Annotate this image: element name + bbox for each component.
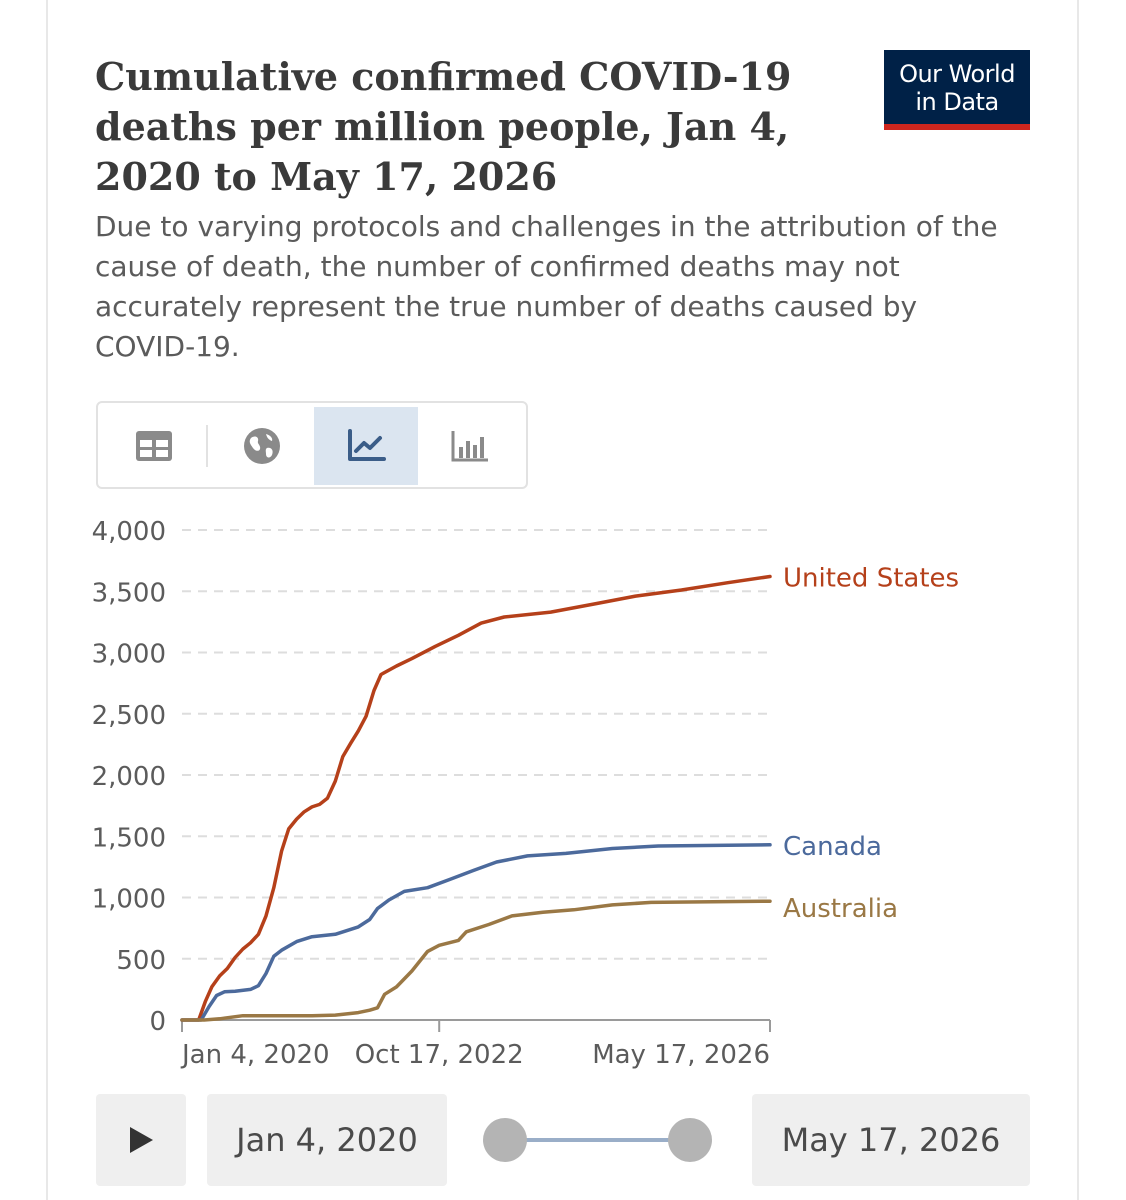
card-border-left bbox=[46, 0, 48, 1200]
bar-chart-tab[interactable] bbox=[418, 407, 522, 485]
our-world-in-data-logo[interactable]: Our World in Data bbox=[884, 50, 1030, 130]
table-icon bbox=[136, 431, 172, 461]
series-label-united-states: United States bbox=[783, 564, 959, 594]
series-label-australia: Australia bbox=[783, 894, 898, 924]
line-chart-tab[interactable] bbox=[314, 407, 418, 485]
y-tick-label: 1,500 bbox=[92, 823, 166, 853]
y-tick-label: 2,000 bbox=[92, 762, 166, 792]
chart-title: Cumulative confirmed COVID-19 deaths per… bbox=[95, 54, 792, 199]
play-button[interactable] bbox=[96, 1094, 186, 1186]
y-tick-label: 2,500 bbox=[92, 701, 166, 731]
x-tick-label: May 17, 2026 bbox=[592, 1040, 770, 1070]
y-tick-label: 3,500 bbox=[92, 578, 166, 608]
logo-line-1: Our World bbox=[899, 60, 1015, 88]
grid-lines bbox=[182, 529, 770, 960]
y-tick-label: 4,000 bbox=[92, 517, 166, 547]
x-tick-label: Jan 4, 2020 bbox=[180, 1040, 330, 1070]
start-date-label: Jan 4, 2020 bbox=[236, 1121, 418, 1159]
card-border-right bbox=[1077, 0, 1079, 1200]
tab-divider bbox=[206, 425, 208, 467]
timeline-slider[interactable] bbox=[478, 1112, 724, 1168]
slider-end-handle[interactable] bbox=[668, 1118, 712, 1162]
series-lines bbox=[180, 574, 772, 1022]
globe-icon bbox=[244, 428, 280, 464]
slider-start-handle[interactable] bbox=[483, 1118, 527, 1162]
series-line-united-states bbox=[180, 574, 772, 1022]
end-date-label: May 17, 2026 bbox=[781, 1121, 1001, 1159]
x-tick-label: Oct 17, 2022 bbox=[355, 1040, 524, 1070]
view-tabs bbox=[96, 401, 528, 489]
chart-subtitle: Due to varying protocols and challenges … bbox=[95, 210, 998, 363]
bar-chart-icon bbox=[451, 431, 488, 462]
map-tab[interactable] bbox=[210, 407, 314, 485]
series-label-canada: Canada bbox=[783, 832, 882, 862]
y-axis-ticks: 0 500 1,000 1,500 2,000 2,500 3,000 3,500 4,000 bbox=[92, 517, 166, 1037]
y-tick-label: 3,000 bbox=[92, 640, 166, 670]
series-line-canada bbox=[180, 843, 772, 1022]
series-labels: United States Canada Australia bbox=[783, 564, 959, 925]
line-chart: 05001,0001,5002,0002,5003,0003,5004,000 … bbox=[92, 517, 960, 1070]
play-icon bbox=[130, 1127, 153, 1153]
end-date-button[interactable]: May 17, 2026 bbox=[752, 1094, 1030, 1186]
start-date-button[interactable]: Jan 4, 2020 bbox=[207, 1094, 447, 1186]
y-tick-label: 500 bbox=[116, 946, 166, 976]
y-tick-label: 1,000 bbox=[92, 885, 166, 915]
series-line-australia bbox=[180, 899, 772, 1022]
table-tab[interactable] bbox=[102, 407, 206, 485]
line-chart-icon bbox=[348, 429, 386, 461]
y-tick-label: 0 bbox=[149, 1007, 166, 1037]
logo-line-2: in Data bbox=[915, 88, 999, 116]
x-axis: Jan 4, 2020 Oct 17, 2022 May 17, 2026 bbox=[180, 1019, 771, 1070]
